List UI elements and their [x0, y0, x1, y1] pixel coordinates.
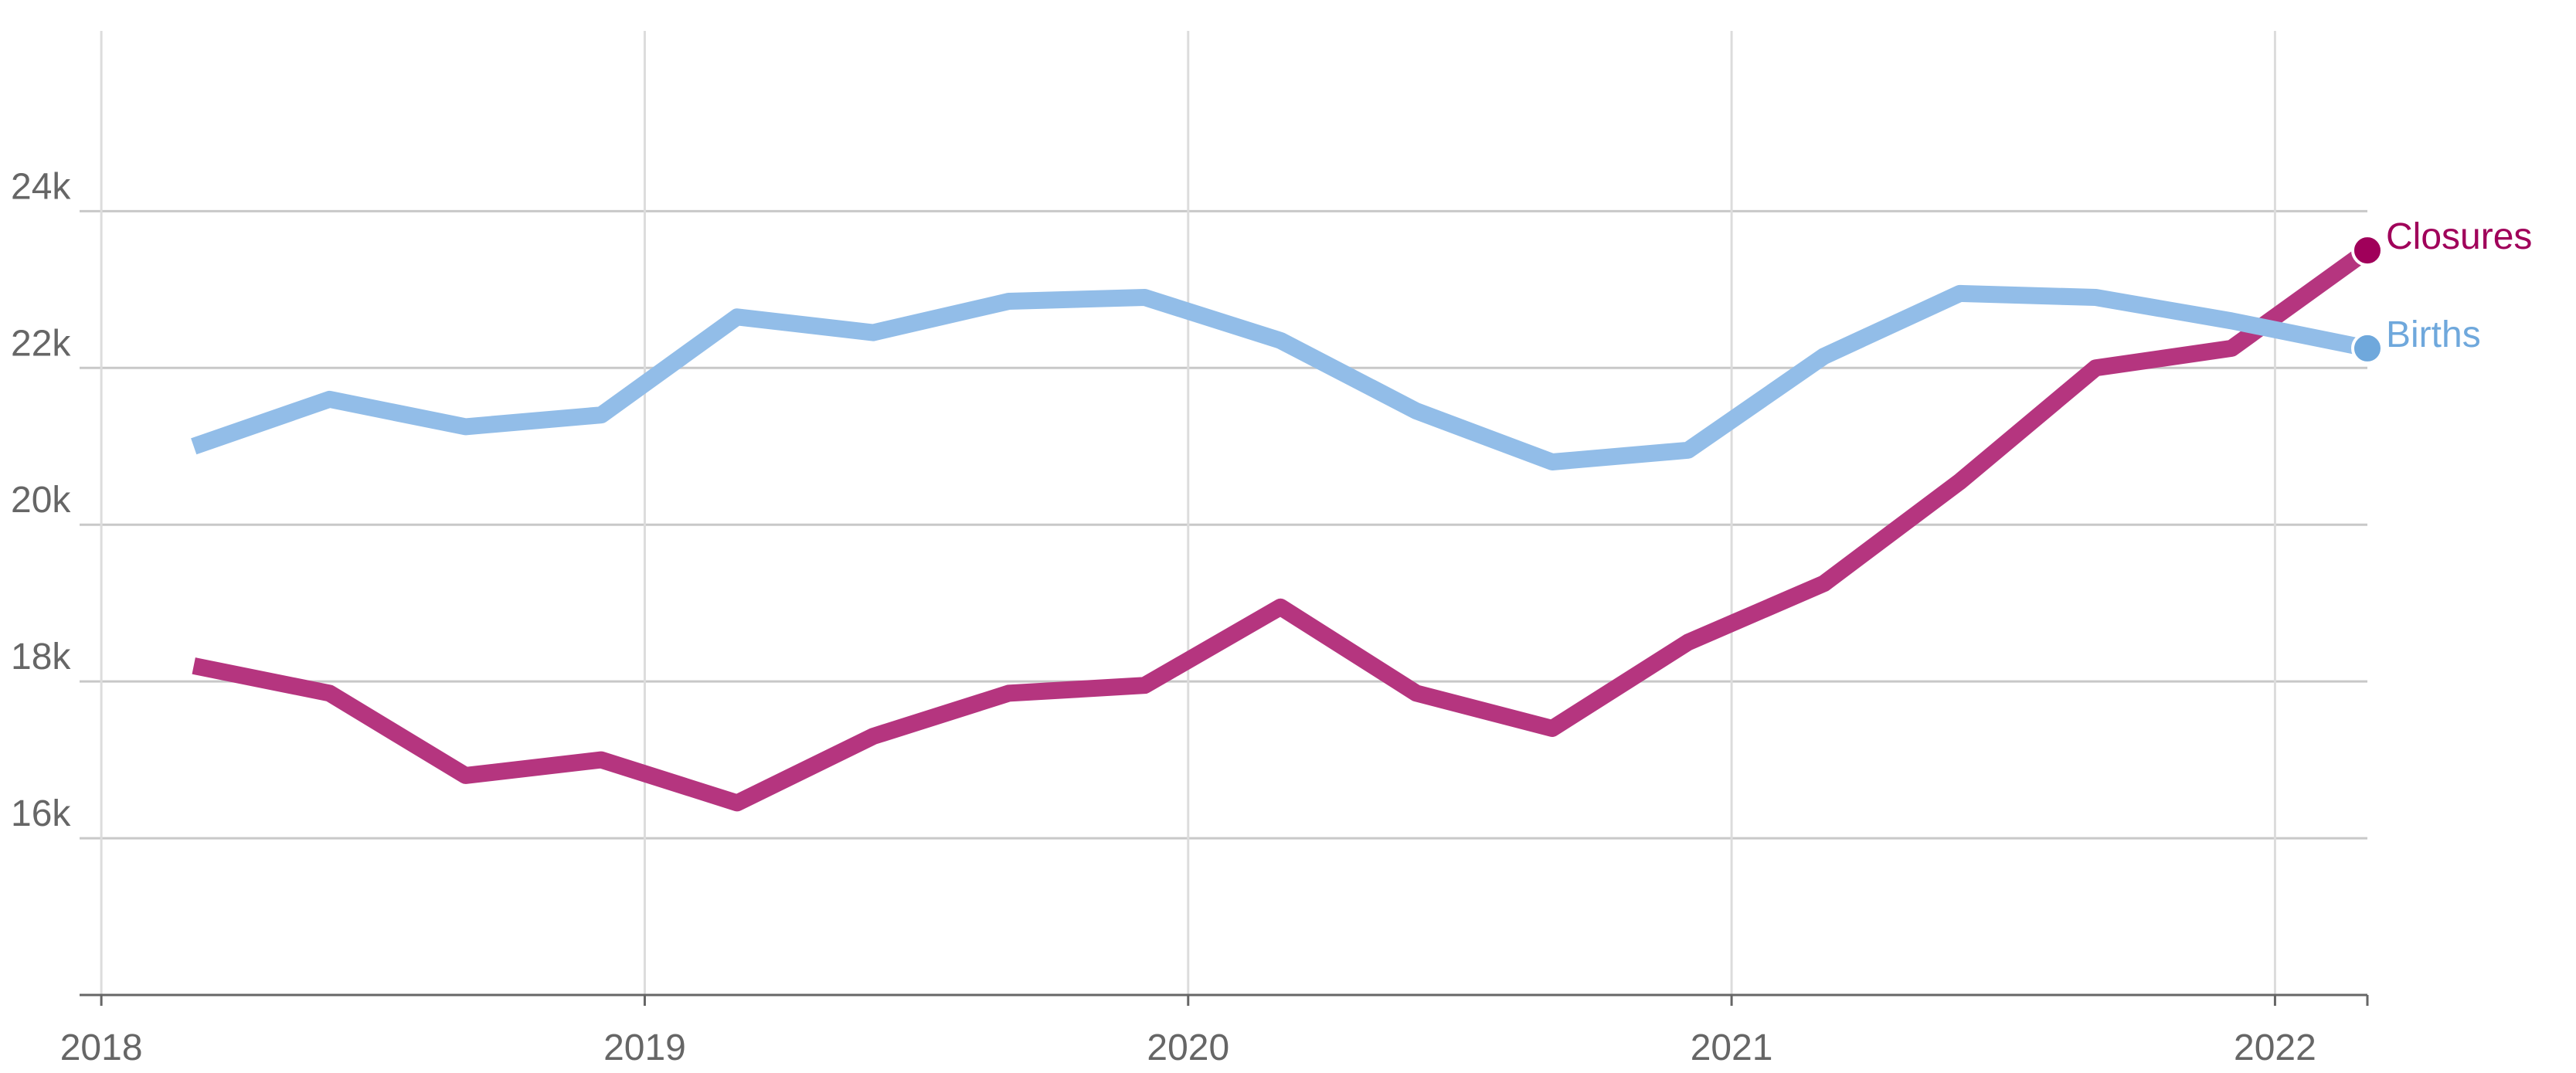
axes: 16k 18k 20k 22k 24k 2018 2019 2020 2021 2022	[11, 166, 2369, 1068]
y-tick-label: 24k	[11, 166, 71, 207]
y-tick-label: 18k	[11, 637, 71, 677]
series-labels: Closures Births	[2351, 216, 2532, 365]
series-end-marker-closures	[2351, 234, 2384, 267]
x-tick-label: 2022	[2234, 1027, 2316, 1068]
series-label-births: Births	[2386, 314, 2481, 355]
series-line-closures	[192, 243, 2373, 812]
gridlines	[80, 31, 2367, 995]
y-tick-label: 20k	[11, 480, 71, 521]
series-line-births	[191, 284, 2370, 470]
x-tick-label: 2019	[603, 1027, 686, 1068]
series-end-marker-births	[2351, 331, 2384, 365]
x-tick-label: 2021	[1691, 1027, 1773, 1068]
y-tick-label: 16k	[11, 793, 71, 834]
x-tick-label: 2018	[60, 1027, 143, 1068]
series-label-closures: Closures	[2386, 216, 2532, 257]
x-tick-label: 2020	[1147, 1027, 1229, 1068]
series-lines	[191, 243, 2373, 812]
y-tick-label: 22k	[11, 323, 71, 364]
